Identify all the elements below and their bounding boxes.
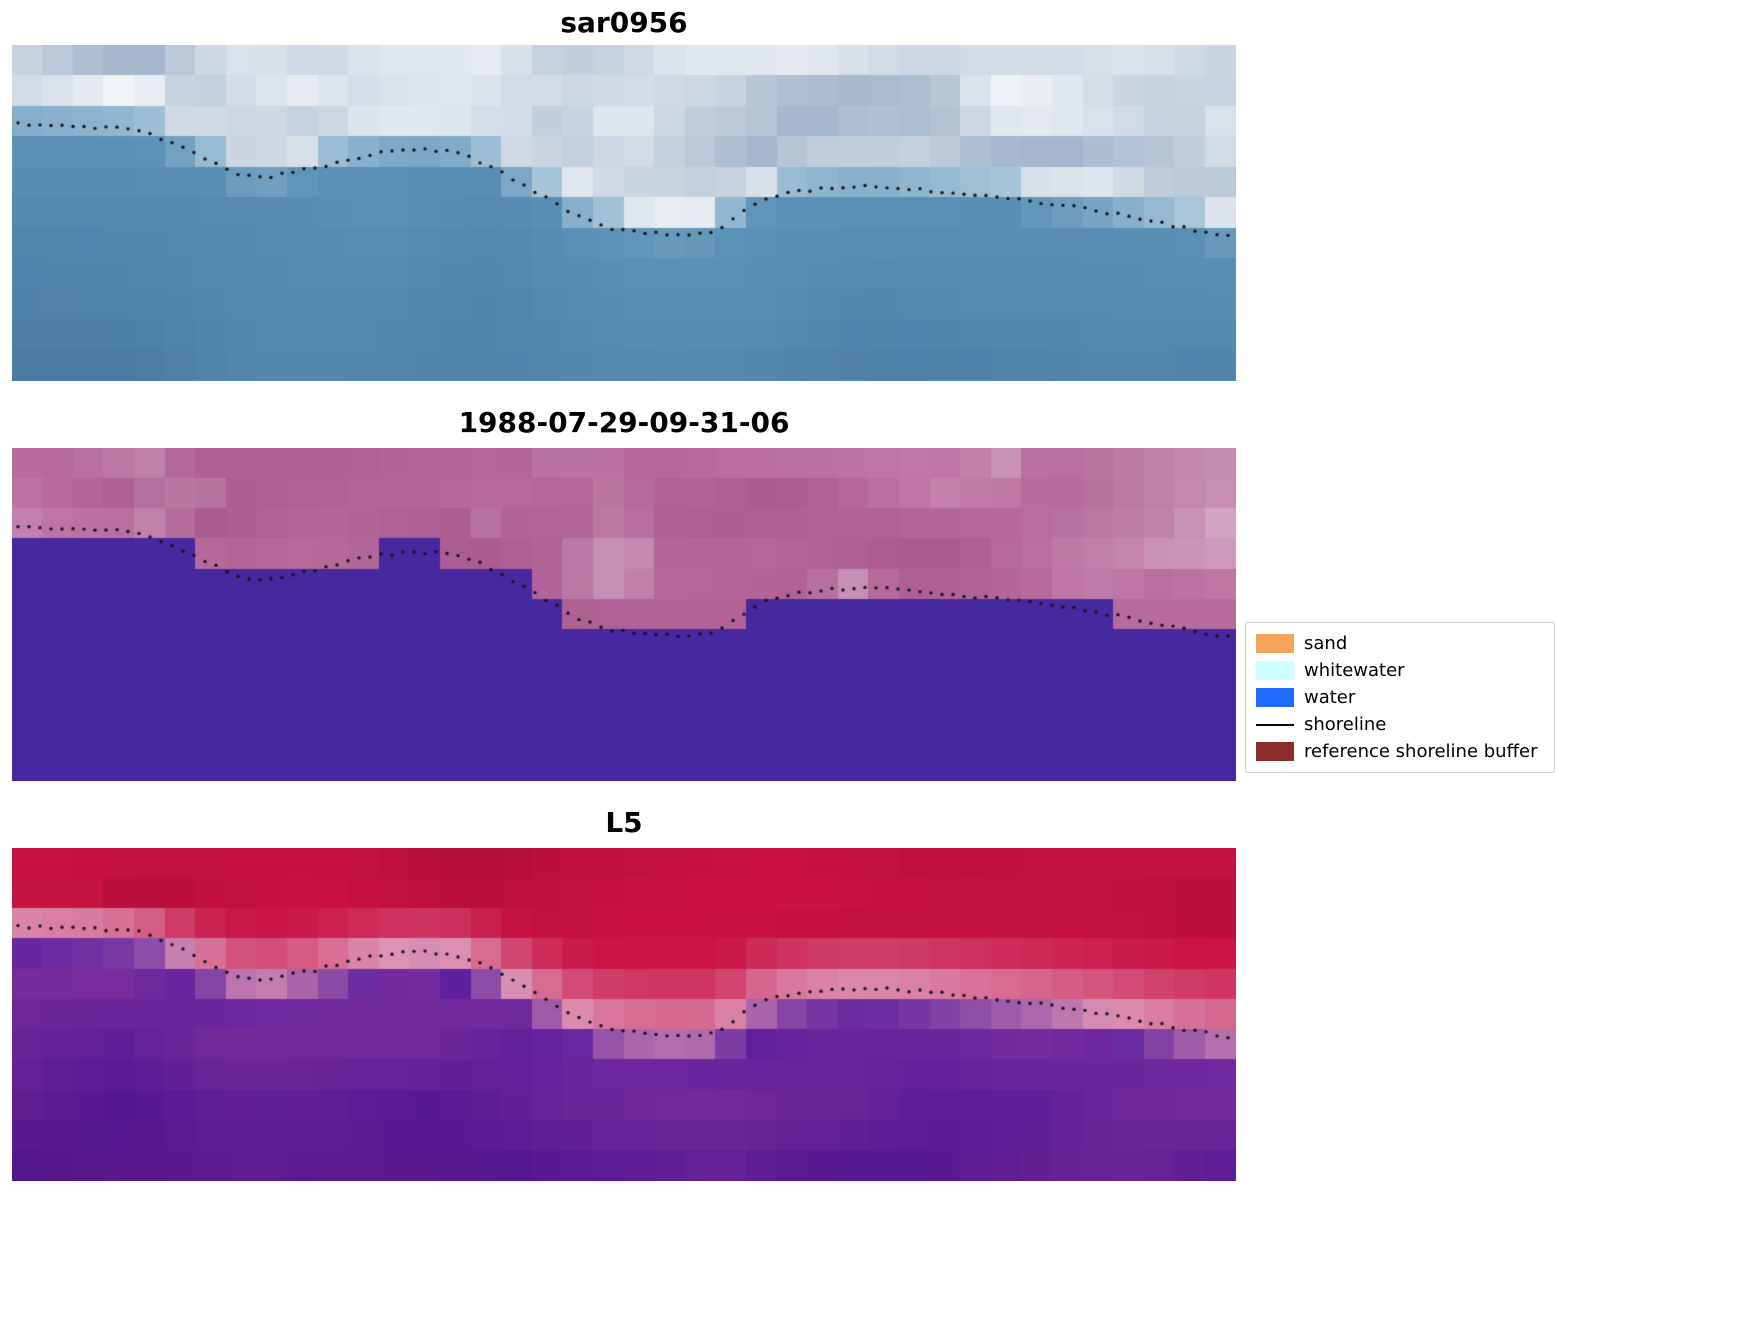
legend-row-sand: sand <box>1256 630 1544 657</box>
water-swatch-icon <box>1256 688 1294 707</box>
panel-title-sar: sar0956 <box>560 6 688 39</box>
legend-label-whitewater: whitewater <box>1304 660 1405 681</box>
classified-image <box>12 448 1236 781</box>
whitewater-swatch-icon <box>1256 661 1294 680</box>
legend-row-water: water <box>1256 684 1544 711</box>
reference-buffer-swatch-icon <box>1256 742 1294 761</box>
legend-label-shoreline: shoreline <box>1304 714 1387 735</box>
sar-image <box>12 45 1236 381</box>
legend-row-whitewater: whitewater <box>1256 657 1544 684</box>
legend: sand whitewater water shoreline referenc… <box>1245 622 1555 773</box>
legend-label-sand: sand <box>1304 633 1348 654</box>
legend-label-reference-buffer: reference shoreline buffer <box>1304 741 1538 762</box>
legend-row-shoreline: shoreline <box>1256 711 1544 738</box>
panel-title-classified: 1988-07-29-09-31-06 <box>458 406 790 439</box>
panel-title-l5: L5 <box>605 806 643 839</box>
legend-label-water: water <box>1304 687 1356 708</box>
sand-swatch-icon <box>1256 634 1294 653</box>
legend-row-reference-buffer: reference shoreline buffer <box>1256 738 1544 765</box>
shoreline-line-icon <box>1256 723 1294 726</box>
l5-image <box>12 848 1236 1181</box>
